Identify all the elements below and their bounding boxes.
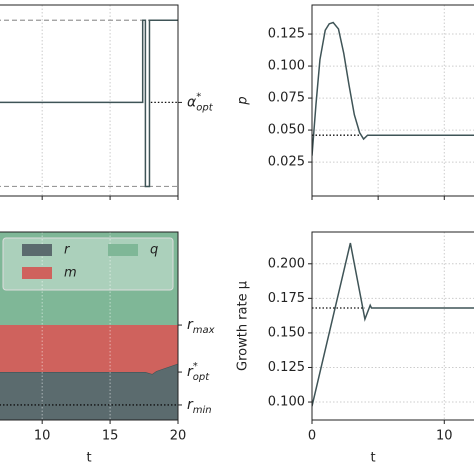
ref-label: rmin — [187, 397, 212, 416]
panel: 0.025 0.050 0.075 0.100 0.125 p — [236, 4, 474, 200]
x-tick-label: 10 — [436, 429, 453, 444]
line — [312, 242, 474, 407]
axes-frame — [0, 231, 179, 421]
ref-label: α* opt — [187, 91, 214, 113]
ref-label-sub: max — [193, 325, 215, 336]
y-tick-label: 0.025 — [268, 155, 305, 170]
line — [0, 19, 178, 188]
ref-label-sub: opt — [193, 372, 210, 383]
panel: 0 10 0.100 0.125 0.150 0.175 0.200 t Growth rate… — [236, 231, 474, 466]
legend: rm q — [2, 237, 174, 291]
y-tick-label: 0.125 — [268, 27, 305, 42]
plot-area — [312, 232, 474, 420]
ref-label-main: r — [187, 317, 194, 333]
x-tick-label: 10 — [34, 429, 51, 444]
legend-label: m — [64, 266, 77, 281]
y-axis-label: p — [236, 96, 251, 105]
x-axis-label: t — [86, 451, 91, 466]
legend-swatch — [108, 244, 138, 256]
ref-label-sup: * — [196, 91, 201, 102]
plot-area — [0, 5, 178, 196]
y-tick-label: 0.175 — [268, 291, 305, 306]
ref-label-sup: * — [193, 361, 198, 372]
y-tick-label: 0.100 — [268, 59, 305, 74]
area — [0, 363, 178, 420]
axes-frame — [311, 231, 474, 421]
panel — [0, 4, 182, 200]
y-tick-label: 0.125 — [268, 360, 305, 375]
area — [0, 325, 178, 374]
ref-label-main: α — [187, 94, 197, 110]
legend-label: q — [150, 243, 158, 258]
legend-swatch — [22, 267, 52, 279]
ref-label-main: r — [187, 364, 194, 380]
axes-frame — [311, 4, 474, 197]
plot-area — [312, 5, 474, 196]
legend-swatch — [22, 244, 52, 256]
y-tick-label: 0.200 — [268, 256, 305, 271]
x-tick-label: 20 — [170, 429, 187, 444]
ref-label: r* opt — [187, 361, 210, 383]
x-tick-label: 15 — [102, 429, 119, 444]
y-axis-label: Growth rate μ — [236, 281, 251, 371]
ref-label: rmax — [187, 317, 215, 336]
ref-label-sub: min — [193, 405, 212, 416]
ref-label-sub: opt — [196, 102, 213, 113]
legend-label: r — [64, 243, 71, 258]
axes-frame — [0, 4, 179, 197]
x-tick-label: 0 — [308, 429, 316, 444]
y-tick-label: 0.075 — [268, 91, 305, 106]
x-axis-label: t — [370, 451, 375, 466]
y-tick-label: 0.050 — [268, 123, 305, 138]
line — [312, 21, 474, 156]
y-tick-label: 0.150 — [268, 325, 305, 340]
y-tick-label: 0.100 — [268, 395, 305, 410]
panel: 10 15 20 t rm q — [0, 231, 187, 466]
ref-label-main: r — [187, 397, 194, 413]
